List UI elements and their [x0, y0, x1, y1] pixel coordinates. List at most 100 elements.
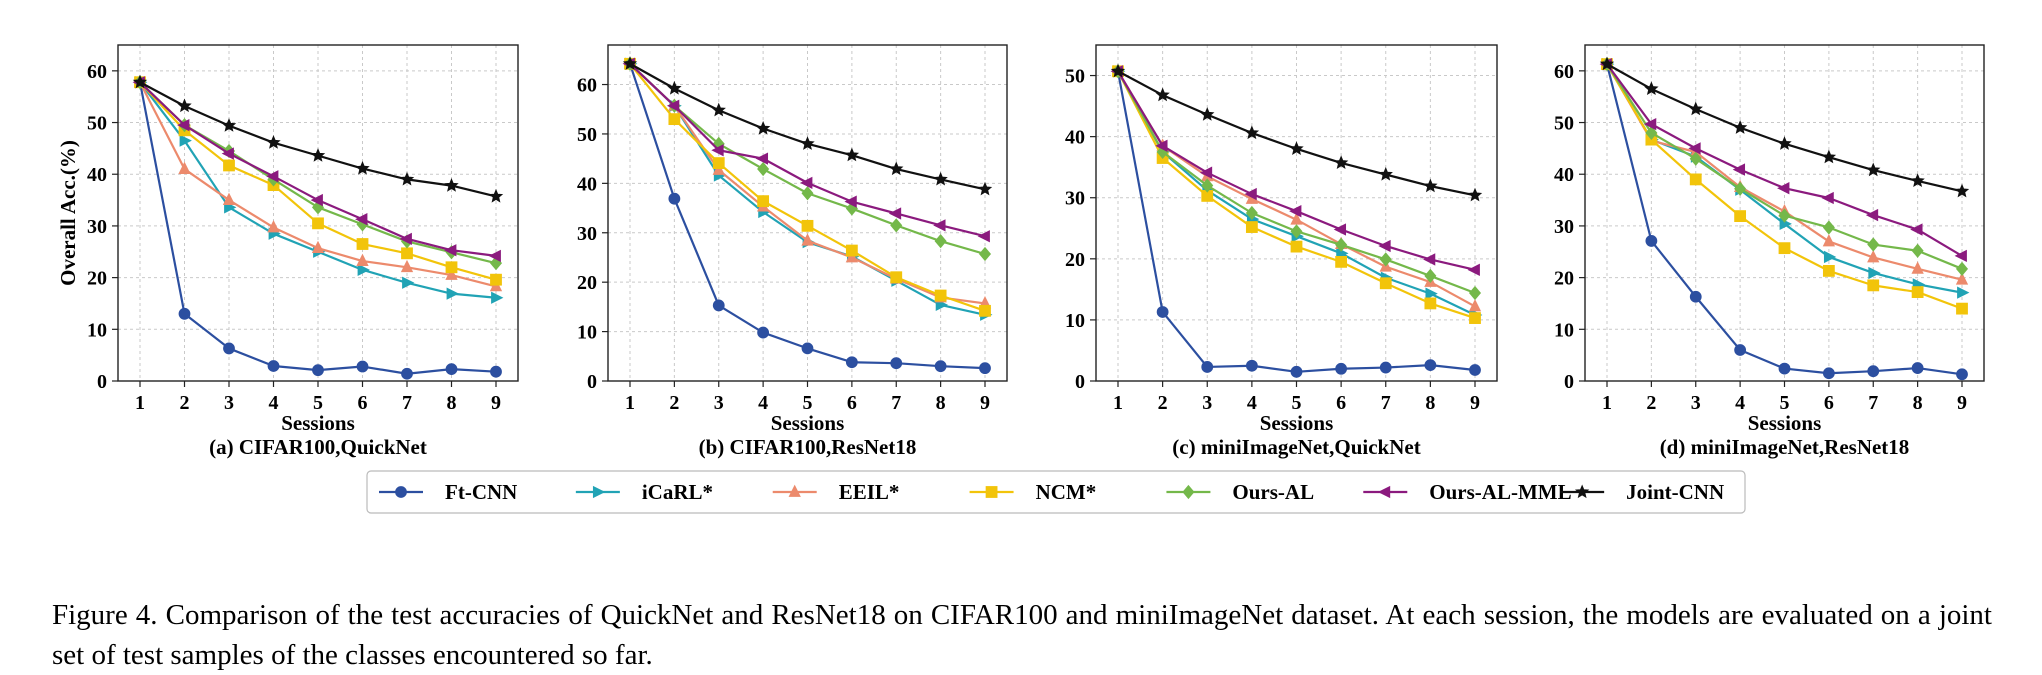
- data-point: [488, 249, 501, 263]
- data-point: [1957, 286, 1970, 299]
- data-point: [1199, 166, 1213, 179]
- data-point: [845, 356, 858, 369]
- data-point: [1423, 178, 1438, 193]
- series-ours-al-mml: [622, 57, 990, 243]
- data-point: [1244, 125, 1260, 140]
- data-point: [801, 186, 814, 201]
- data-point: [757, 161, 770, 177]
- figure-caption: Figure 4. Comparison of the test accurac…: [52, 599, 1992, 671]
- data-point: [1245, 359, 1258, 372]
- y-tick-label: 40: [577, 173, 597, 195]
- data-point: [801, 233, 814, 246]
- data-point: [1911, 362, 1924, 374]
- y-tick-label: 40: [1065, 127, 1085, 149]
- x-tick-label: 9: [980, 392, 990, 414]
- chart-title: (a) CIFAR100,QuickNet: [209, 435, 427, 459]
- data-point: [1335, 255, 1348, 268]
- x-tick-label: 4: [758, 392, 768, 414]
- data-point: [355, 213, 368, 226]
- data-point: [266, 170, 279, 183]
- series-joint-cnn: [1110, 63, 1483, 202]
- data-point: [1645, 125, 1658, 140]
- data-point: [1467, 263, 1480, 276]
- x-tick-label: 3: [1691, 392, 1701, 414]
- legend-item-ours-al: Ours-AL: [1166, 480, 1314, 504]
- x-tick-label: 3: [224, 392, 234, 414]
- data-point: [668, 113, 681, 126]
- legend-label: Ft-CNN: [445, 480, 517, 504]
- data-point: [934, 360, 947, 373]
- data-point: [888, 207, 902, 220]
- data-point: [266, 135, 281, 149]
- data-point: [399, 171, 415, 186]
- data-point: [1955, 261, 1969, 276]
- data-point: [977, 230, 990, 243]
- data-point: [1469, 312, 1481, 324]
- data-point: [666, 99, 680, 112]
- data-point: [401, 367, 413, 380]
- data-point: [1467, 187, 1483, 202]
- y-tick-label: 40: [1554, 164, 1574, 186]
- x-tick-label: 7: [1868, 392, 1878, 414]
- data-point: [845, 244, 858, 257]
- x-tick-label: 6: [847, 392, 857, 414]
- x-tick-label: 2: [669, 392, 679, 414]
- legend-marker: [395, 486, 407, 498]
- data-point: [934, 234, 947, 249]
- data-point: [755, 120, 771, 135]
- data-point: [1110, 63, 1126, 78]
- x-tick-label: 3: [1202, 392, 1212, 414]
- y-tick-label: 10: [1065, 310, 1085, 332]
- data-point: [1688, 142, 1701, 155]
- data-point: [1289, 141, 1304, 155]
- x-tick-label: 4: [1735, 392, 1745, 414]
- data-point: [1290, 224, 1303, 239]
- data-point: [1424, 268, 1437, 284]
- data-point: [668, 192, 681, 205]
- data-point: [1245, 221, 1258, 233]
- x-tick-label: 9: [1957, 392, 1967, 414]
- data-point: [1822, 264, 1835, 277]
- data-point: [400, 259, 414, 273]
- data-point: [1732, 120, 1748, 134]
- data-point: [755, 152, 769, 165]
- data-point: [399, 232, 412, 245]
- data-point: [1823, 250, 1837, 264]
- series-ncm: [624, 57, 991, 317]
- data-point: [179, 134, 192, 147]
- x-tick-label: 5: [1780, 392, 1790, 414]
- data-point: [1734, 210, 1747, 223]
- legend-item-ncm: NCM*: [969, 480, 1096, 504]
- data-point: [1244, 187, 1257, 201]
- data-point: [800, 136, 815, 150]
- data-point: [1777, 136, 1792, 150]
- chart-title: (b) CIFAR100,ResNet18: [699, 435, 917, 459]
- data-point: [1468, 299, 1482, 312]
- data-point: [934, 289, 947, 302]
- legend-label: Joint-CNN: [1626, 480, 1724, 504]
- data-point: [1469, 364, 1481, 376]
- data-point: [1822, 234, 1836, 247]
- x-tick-label: 1: [625, 392, 635, 414]
- legend-label: Ours-AL-MML: [1429, 480, 1571, 504]
- x-tick-label: 2: [1646, 392, 1656, 414]
- data-point: [889, 161, 904, 176]
- x-tick-label: 8: [447, 392, 457, 414]
- data-point: [1777, 182, 1790, 195]
- legend-item-ours-al-mml: Ours-AL-MML: [1363, 480, 1572, 504]
- chart-title: (d) miniImageNet,ResNet18: [1660, 435, 1910, 459]
- data-point: [1688, 101, 1703, 116]
- data-point: [445, 363, 458, 376]
- data-point: [178, 161, 191, 174]
- y-tick-label: 30: [577, 223, 597, 245]
- y-tick-label: 50: [87, 113, 107, 135]
- data-point: [1599, 56, 1615, 71]
- data-point: [1689, 173, 1702, 186]
- data-point: [844, 195, 857, 208]
- x-tick-label: 2: [1158, 392, 1168, 414]
- data-point: [1645, 235, 1658, 247]
- data-point: [1955, 272, 1969, 285]
- legend-box: [366, 470, 1746, 514]
- data-point: [933, 171, 948, 186]
